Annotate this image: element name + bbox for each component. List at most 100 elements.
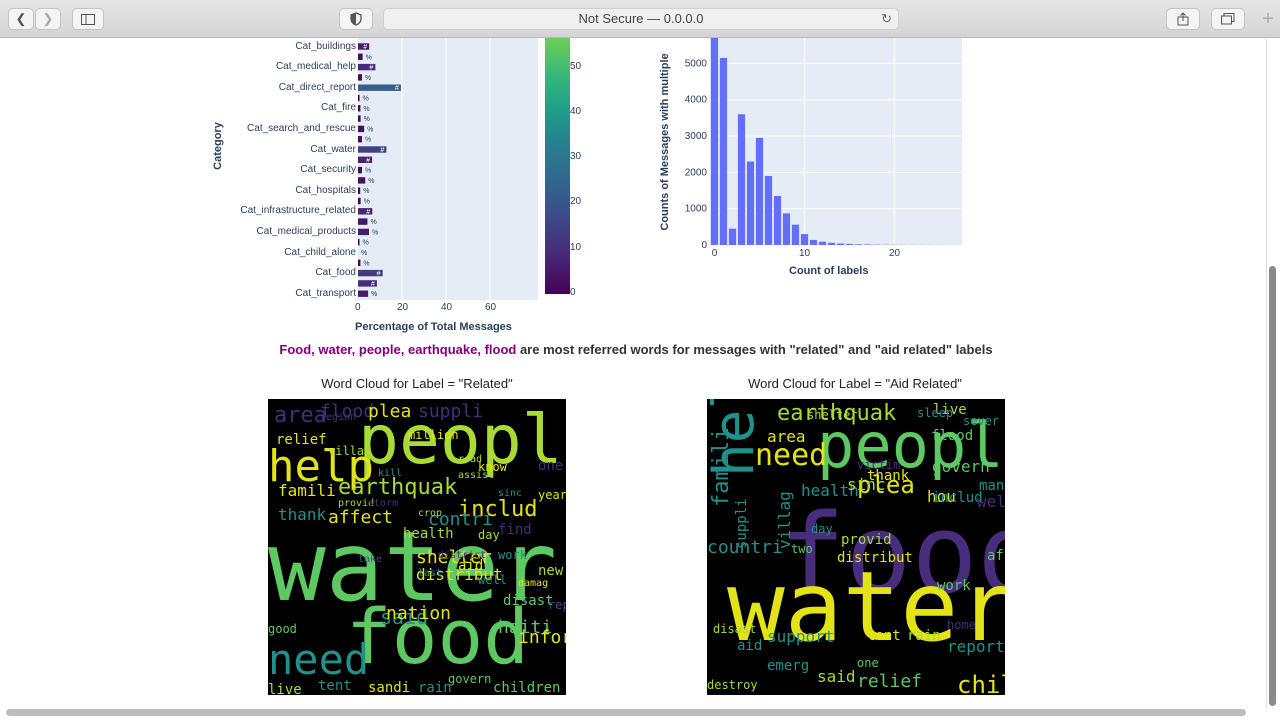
address-bar[interactable]: Not Secure — 0.0.0.0 ↻: [383, 8, 899, 30]
cloud-word: mani: [979, 478, 1005, 494]
percentage-axis-title: Percentage of Total Messages: [355, 321, 512, 333]
label-count-bar[interactable]: [854, 244, 863, 245]
category-bar[interactable]: [358, 115, 361, 122]
label-count-bar[interactable]: [809, 239, 818, 245]
tabs-overview-icon[interactable]: [1211, 8, 1245, 30]
cloud-word: well: [977, 492, 1005, 511]
label-count-bar[interactable]: [836, 243, 845, 245]
label-count-bar[interactable]: [818, 241, 827, 245]
cloud-word: flood: [320, 401, 375, 422]
cloud-word: earthquak: [777, 401, 897, 426]
cloud-word: includ: [458, 497, 538, 522]
new-tab-icon[interactable]: +: [1262, 8, 1274, 30]
category-bar[interactable]: [358, 43, 370, 50]
category-bar-label: %: [363, 240, 369, 247]
label-count-bar[interactable]: [737, 114, 746, 246]
cloud-word: inform: [518, 627, 566, 648]
cloud-word: need: [755, 438, 828, 473]
label-count-bar[interactable]: [764, 176, 773, 245]
cloud-word: two: [791, 542, 813, 556]
y-tick-label: 5000: [685, 58, 708, 69]
category-bar[interactable]: [358, 208, 373, 215]
category-bar[interactable]: [358, 259, 361, 266]
category-bar[interactable]: [358, 105, 361, 112]
colorbar-tick-20: 20: [570, 196, 582, 207]
cloud-word: home: [947, 618, 976, 632]
page-edge: [1266, 38, 1267, 708]
label-count-bar[interactable]: [827, 242, 836, 245]
label-count-bar[interactable]: [800, 234, 809, 245]
category-bar[interactable]: [358, 125, 365, 133]
category-bar[interactable]: [358, 187, 361, 194]
category-bar[interactable]: [358, 136, 362, 143]
category-bar-label: #: [377, 271, 381, 278]
back-icon[interactable]: ❮: [8, 8, 34, 30]
category-bar[interactable]: [358, 94, 360, 102]
x-tick-label: 0: [712, 248, 718, 259]
sidebar-icon: [81, 13, 95, 25]
category-bar[interactable]: [358, 63, 376, 71]
cloud-word: one: [538, 458, 564, 474]
category-bar[interactable]: [358, 166, 362, 174]
category-bar-label: %: [366, 54, 372, 61]
label-count-bar[interactable]: [791, 224, 800, 245]
category-bar[interactable]: [358, 197, 361, 205]
cloud-word: plea: [368, 401, 412, 422]
vertical-scrollbar[interactable]: [1269, 266, 1276, 706]
cloud-word: hou: [927, 487, 956, 506]
category-bar[interactable]: [358, 290, 369, 297]
privacy-shield-icon[interactable]: [339, 8, 373, 30]
category-tick-label: Cat_transport: [295, 287, 356, 299]
cloud-word: distribut: [837, 550, 913, 566]
label-count-bar[interactable]: [719, 57, 728, 245]
cloud-word: work: [498, 548, 527, 562]
category-bar[interactable]: [358, 84, 401, 91]
cloud-word: famili: [278, 481, 336, 500]
category-bar[interactable]: [358, 177, 366, 184]
label-count-bar[interactable]: [782, 213, 791, 245]
cloud-word: food: [779, 490, 1005, 618]
label-count-bar[interactable]: [755, 137, 764, 245]
x-tick-60: 60: [485, 302, 497, 313]
cloud-word: sinc: [847, 475, 886, 494]
category-bar[interactable]: [358, 74, 362, 81]
label-count-bar[interactable]: [863, 244, 872, 245]
share-icon[interactable]: [1166, 8, 1200, 30]
label-count-bar[interactable]: [773, 195, 782, 245]
cloud-word: affect: [987, 548, 1005, 564]
forward-icon[interactable]: ❯: [35, 8, 61, 30]
category-bar-label: %: [365, 75, 371, 82]
cloud-word: day: [811, 522, 833, 536]
x-tick-label: 20: [889, 248, 901, 259]
cloud-word: district: [438, 550, 487, 561]
wordcloud-related-title: Word Cloud for Label = "Related": [321, 376, 513, 391]
category-tick-label: Cat_child_alone: [284, 246, 356, 258]
category-bar[interactable]: [358, 146, 387, 153]
cloud-word: shelter: [416, 547, 492, 568]
cloud-word: live: [933, 402, 967, 418]
category-bar-label: %: [364, 116, 370, 123]
horizontal-scrollbar[interactable]: [6, 709, 1246, 716]
category-bar[interactable]: [358, 239, 360, 246]
category-bar-label: %: [371, 291, 377, 298]
y-tick-label: 2000: [685, 167, 708, 178]
label-count-bar[interactable]: [710, 38, 719, 245]
label-count-bar-plot: 0 1000 2000 3000 4000 5000 0 10 20: [685, 38, 962, 259]
category-axis-title: Category: [212, 122, 224, 170]
sidebar-toggle-icon[interactable]: [72, 8, 104, 30]
category-bar[interactable]: [358, 53, 363, 60]
category-bar[interactable]: [358, 269, 383, 277]
category-bar[interactable]: [358, 218, 368, 225]
x-tick-20: 20: [397, 302, 409, 313]
label-count-bar[interactable]: [728, 228, 737, 245]
category-bar[interactable]: [358, 156, 373, 163]
category-bar[interactable]: [358, 280, 377, 287]
category-tick-label: Cat_food: [315, 267, 356, 279]
cloud-word: find: [498, 522, 532, 538]
label-count-bar[interactable]: [746, 161, 755, 245]
category-bar[interactable]: [358, 228, 369, 236]
reload-icon[interactable]: ↻: [881, 11, 892, 26]
category-bar-label: %: [363, 188, 369, 195]
label-count-bar[interactable]: [845, 243, 854, 245]
wordcloud-related-image: water peopl food help need earthquak area flood…: [268, 399, 566, 695]
